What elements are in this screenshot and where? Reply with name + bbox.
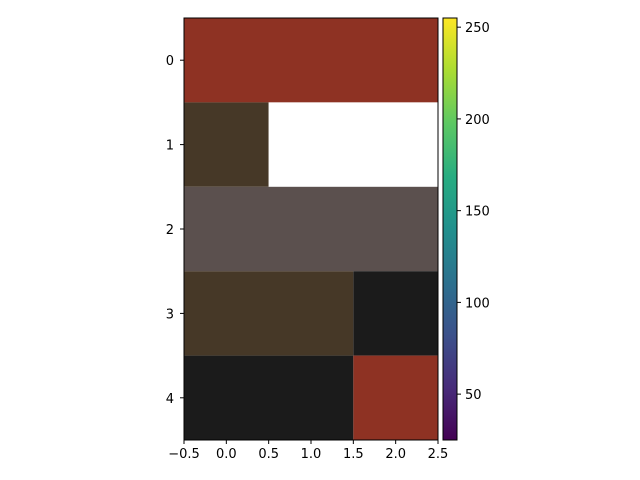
colorbar-axis: 50 100 150 200 250 — [457, 21, 490, 403]
heatmap-cell — [184, 186, 438, 272]
heatmap-cell — [353, 355, 438, 440]
colorbar-tick-label: 50 — [465, 388, 482, 403]
x-tick-label: 2.5 — [428, 447, 449, 462]
x-tick-label: 0.5 — [258, 447, 279, 462]
y-tick-label: 0 — [166, 54, 174, 69]
heatmap-cell — [353, 271, 438, 356]
heatmap-cells — [184, 18, 438, 440]
y-tick-label: 2 — [166, 223, 174, 238]
y-axis: 0 1 2 3 4 — [166, 54, 184, 407]
y-tick-label: 1 — [166, 139, 174, 154]
heatmap-cell — [184, 271, 354, 356]
x-axis: −0.5 0.0 0.5 1.0 1.5 2.0 2.5 — [168, 440, 448, 462]
heatmap-cell — [184, 102, 269, 187]
heatmap-cell — [268, 102, 438, 187]
colorbar — [442, 17, 458, 441]
x-tick-label: 1.5 — [343, 447, 364, 462]
heatmap-cell — [184, 18, 438, 103]
x-tick-label: 0.0 — [216, 447, 237, 462]
heatmap-cell — [184, 355, 354, 440]
colorbar-tick-label: 200 — [465, 113, 490, 128]
colorbar-tick-label: 150 — [465, 205, 490, 220]
colorbar-tick-label: 250 — [465, 21, 490, 36]
x-tick-label: −0.5 — [168, 447, 200, 462]
colorbar-tick-label: 100 — [465, 296, 490, 311]
x-tick-label: 2.0 — [385, 447, 406, 462]
x-tick-label: 1.0 — [301, 447, 322, 462]
y-tick-label: 3 — [166, 307, 174, 322]
y-tick-label: 4 — [166, 392, 174, 407]
